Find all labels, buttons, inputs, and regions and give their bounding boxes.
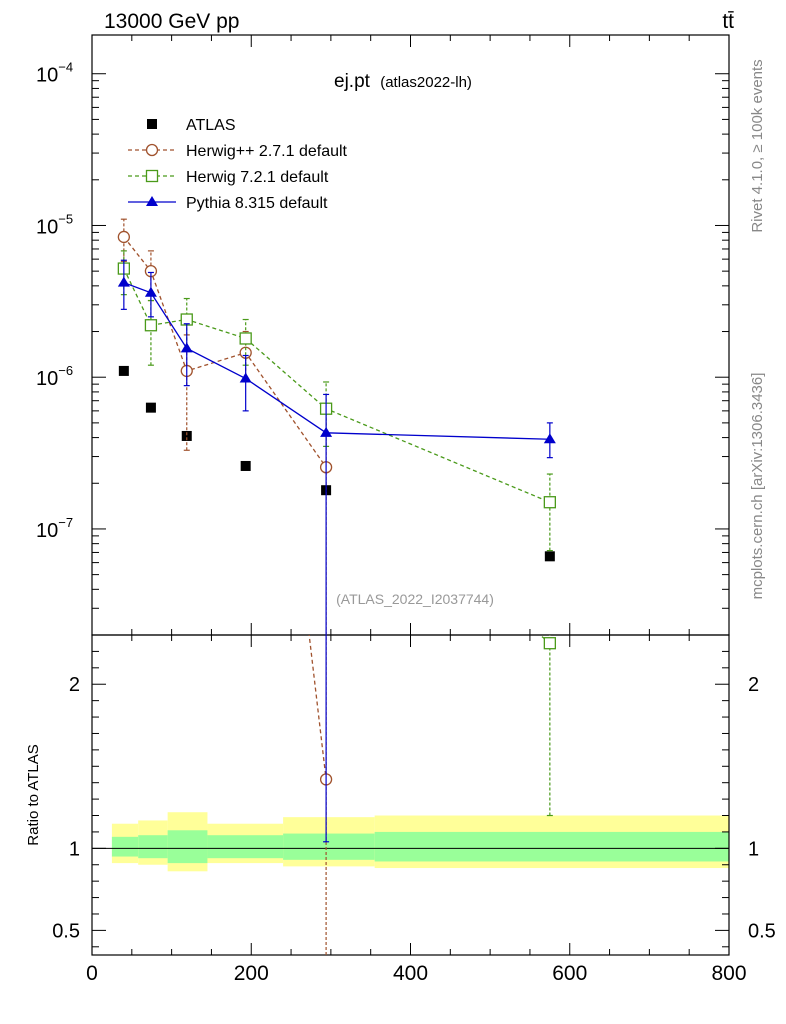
main-y-axis: 10−410−510−610−7 — [36, 60, 729, 636]
data-point — [144, 286, 157, 297]
data-point — [180, 342, 193, 353]
data-point — [145, 402, 156, 413]
x-tick-label: 0 — [86, 962, 98, 985]
ratio-series-clipped — [308, 635, 556, 955]
data-point — [320, 426, 333, 437]
tick-base: 10 — [36, 65, 58, 87]
ratio-y-tick-label-left: 1 — [69, 838, 80, 860]
data-point — [544, 551, 555, 562]
series-herwig-7-2-1-default — [117, 250, 556, 552]
data-point — [239, 332, 252, 345]
analysis-watermark: (ATLAS_2022_I2037744) — [336, 591, 494, 607]
data-point — [239, 372, 252, 383]
chart-title-main: ej.pt — [334, 71, 371, 92]
legend-marker-herwig7 — [145, 169, 159, 183]
data-point — [118, 365, 129, 376]
ratio-y-tick-label-right: 0.5 — [748, 920, 776, 942]
legend-marker-pythia — [146, 196, 158, 206]
ratio-panel-frame — [91, 634, 730, 956]
ratio-y-tick-label-left: 0.5 — [52, 920, 80, 942]
legend-item-herwig7: Herwig 7.2.1 default — [128, 169, 329, 186]
legend-item-herwigpp: Herwig++ 2.7.1 default — [128, 143, 348, 160]
data-point — [117, 276, 130, 287]
band-inner-segment — [111, 836, 139, 857]
data-point — [543, 433, 556, 444]
series-atlas — [118, 365, 555, 562]
tick-exponent: −6 — [58, 363, 73, 378]
process-label: tt̄ — [722, 10, 734, 33]
series-pythia-8-315-default — [117, 259, 556, 635]
ratio-herwig-7-2-1-default — [539, 635, 556, 817]
rivet-version-label: Rivet 4.1.0, ≥ 100k events — [749, 59, 766, 232]
x-tick-label: 400 — [393, 962, 428, 985]
legend: ATLAS Herwig++ 2.7.1 default Herwig 7.2.… — [128, 117, 348, 212]
legend-item-atlas: ATLAS — [147, 117, 236, 134]
legend-marker-atlas — [147, 119, 157, 129]
ratio-y-label: Ratio to ATLAS — [25, 744, 42, 845]
tick-exponent: −5 — [58, 211, 73, 226]
band-inner-segment — [283, 833, 375, 860]
ratio-point — [543, 637, 556, 650]
ratio-y-tick-label-right: 1 — [748, 838, 759, 860]
tick-exponent: −4 — [58, 60, 73, 75]
main-y-tick-label: 10−5 — [36, 211, 73, 238]
chart-title-sub: (atlas2022-lh) — [380, 74, 472, 91]
main-y-tick-label: 10−4 — [36, 60, 73, 87]
ratio-pythia-8-315-default — [323, 635, 330, 843]
data-point — [144, 319, 158, 332]
main-y-tick-label: 10−6 — [36, 363, 73, 390]
band-inner-segment — [374, 831, 729, 862]
band-inner-segment — [207, 835, 284, 859]
tick-base: 10 — [36, 520, 58, 542]
band-inner-segment — [138, 835, 168, 859]
mcplots-label: mcplots.cern.ch [arXiv:1306.3436] — [749, 373, 766, 600]
chart-title: ej.pt (atlas2022-lh) — [334, 71, 472, 92]
data-point — [117, 230, 130, 244]
ratio-y-tick-label-left: 2 — [69, 674, 80, 696]
legend-label-herwigpp: Herwig++ 2.7.1 default — [186, 143, 348, 160]
ratio-uncertainty-band — [92, 812, 729, 872]
series-line — [123, 268, 551, 503]
x-tick-label: 600 — [552, 962, 587, 985]
tick-exponent: −7 — [58, 515, 73, 530]
data-point — [543, 496, 556, 509]
legend-label-atlas: ATLAS — [186, 117, 236, 134]
data-point — [181, 430, 192, 441]
legend-label-herwig7: Herwig 7.2.1 default — [186, 169, 329, 186]
tick-base: 10 — [36, 216, 58, 238]
ratio-y-tick-label-right: 2 — [748, 674, 759, 696]
main-series — [117, 218, 556, 635]
legend-marker-herwigpp — [145, 143, 159, 157]
data-point — [240, 460, 251, 471]
ratio-series — [308, 635, 556, 955]
tick-base: 10 — [36, 368, 58, 390]
legend-item-pythia: Pythia 8.315 default — [128, 195, 328, 212]
legend-label-pythia: Pythia 8.315 default — [186, 195, 328, 212]
main-y-tick-label: 10−7 — [36, 515, 73, 542]
energy-label: 13000 GeV pp — [104, 10, 239, 33]
ratio-y-axis: 0.5 0.5 1 1 2 2 — [52, 650, 776, 948]
x-axis: 0 200 400 600 800 — [86, 35, 747, 985]
x-tick-label: 200 — [234, 962, 269, 985]
series-line — [123, 282, 550, 440]
band-inner-segment — [167, 830, 208, 864]
x-tick-label: 800 — [711, 962, 746, 985]
